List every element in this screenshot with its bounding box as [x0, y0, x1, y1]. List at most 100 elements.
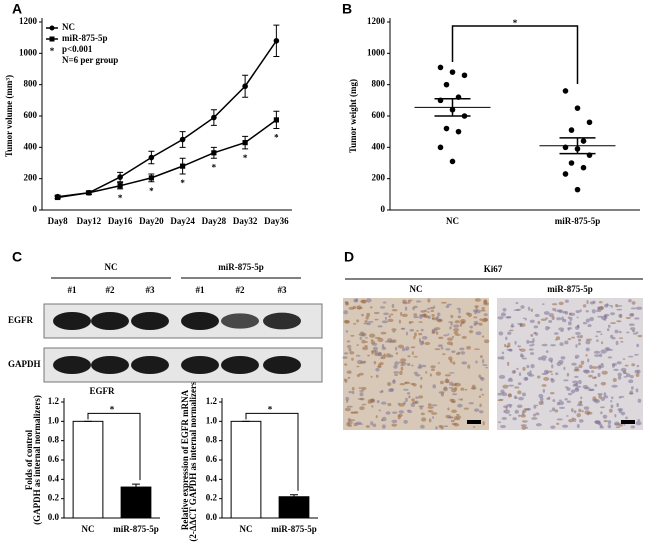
y-tick-label: 800 — [24, 79, 38, 89]
ihc-cell — [583, 406, 590, 410]
ihc-cell — [344, 363, 348, 366]
y-tick-label: 0.4 — [48, 473, 60, 483]
blot-band — [131, 356, 169, 374]
data-point — [455, 128, 462, 135]
ihc-cell — [575, 310, 581, 314]
ihc-cell — [415, 374, 421, 377]
ihc-cell — [356, 319, 360, 323]
ihc-cell — [437, 344, 444, 348]
ihc-cell — [420, 310, 426, 313]
ihc-cell — [367, 354, 371, 357]
x-tick-label: NC — [446, 216, 459, 226]
ihc-cell — [479, 410, 484, 414]
ihc-cell — [391, 309, 398, 312]
marker — [211, 114, 217, 121]
significance-bracket — [87, 412, 141, 481]
ihc-cell — [410, 346, 416, 349]
ihc-cell — [411, 398, 415, 402]
ihc-cell — [593, 350, 601, 354]
ihc-cell — [615, 426, 620, 429]
ihc-cell — [440, 425, 444, 430]
ihc-cell — [535, 423, 542, 427]
ihc-cell — [413, 371, 418, 375]
ihc-cell — [520, 424, 527, 427]
ihc-cell — [460, 351, 466, 355]
ihc-cell — [482, 421, 485, 426]
marker — [117, 174, 123, 180]
ihc-cell — [481, 307, 485, 311]
ihc-cell — [377, 363, 382, 368]
ihc-cell — [522, 366, 526, 371]
ihc-cell — [623, 376, 628, 378]
marker — [148, 175, 154, 181]
ihc-cell — [366, 312, 371, 317]
ihc-cell — [550, 373, 554, 376]
ihc-cell — [384, 316, 387, 320]
error-bar — [559, 137, 596, 155]
x-tick-label: Day36 — [264, 216, 289, 226]
ihc-cell — [412, 383, 417, 387]
ihc-cell — [408, 395, 411, 399]
ihc-cell — [445, 414, 452, 418]
ihc-cell — [358, 372, 364, 376]
ihc-cell — [628, 299, 632, 303]
ihc-cell — [618, 409, 622, 414]
ihc-cell — [560, 356, 566, 360]
ihc-cell — [362, 346, 369, 351]
ihc-cell — [420, 328, 424, 332]
ihc-cell — [407, 355, 411, 358]
ihc-cell — [578, 408, 582, 413]
ihc-cell — [364, 344, 368, 348]
bar — [120, 486, 152, 519]
ihc-cell — [626, 331, 630, 334]
ihc-cell — [450, 419, 455, 423]
blot-band — [131, 312, 169, 330]
ihc-cell — [448, 381, 454, 386]
ihc-cell — [587, 324, 592, 328]
ihc-cell — [372, 346, 378, 351]
ihc-cell — [556, 361, 562, 367]
scale-bar — [467, 420, 481, 424]
panel-label: A — [12, 1, 22, 17]
ihc-cell — [625, 316, 631, 320]
legend-marker — [49, 25, 55, 31]
blot-band — [263, 312, 301, 330]
ihc-cell — [566, 415, 569, 417]
marker — [55, 194, 61, 201]
ihc-cell — [379, 390, 384, 394]
x-tick-label: Day16 — [108, 216, 133, 226]
ihc-cell — [554, 307, 557, 312]
ihc-cell — [387, 381, 392, 387]
ihc-cell — [458, 398, 462, 401]
ihc-cell — [460, 398, 464, 401]
ihc-cell — [483, 302, 489, 306]
ihc-cell — [498, 331, 504, 336]
ihc-cell — [606, 328, 610, 332]
ihc-cell — [534, 332, 539, 336]
ihc-cell — [430, 306, 435, 310]
ihc-cell — [415, 396, 419, 399]
ihc-cell — [364, 337, 368, 339]
ihc-cell — [518, 396, 524, 401]
ihc-cell — [580, 360, 585, 365]
ihc-cell — [456, 413, 460, 416]
blot-band — [53, 312, 91, 330]
ihc-cell — [608, 304, 612, 307]
ihc-cell — [625, 373, 631, 378]
significance-star: * — [180, 178, 185, 188]
ihc-cell — [600, 362, 604, 366]
ihc-cell — [545, 350, 549, 354]
y-tick-label: 1000 — [367, 47, 386, 57]
ihc-cell — [550, 425, 556, 429]
ihc-cell — [607, 324, 611, 328]
ihc-cell — [481, 318, 488, 323]
ihc-cell — [558, 401, 565, 406]
ihc-cell — [514, 386, 520, 389]
ihc-cell — [529, 319, 535, 324]
ihc-cell — [421, 335, 428, 340]
ihc-cell — [483, 339, 490, 344]
ihc-cell — [347, 418, 351, 422]
ihc-cell — [551, 303, 558, 306]
ihc-cell — [361, 313, 364, 317]
y-tick-label: 0.2 — [48, 493, 60, 503]
